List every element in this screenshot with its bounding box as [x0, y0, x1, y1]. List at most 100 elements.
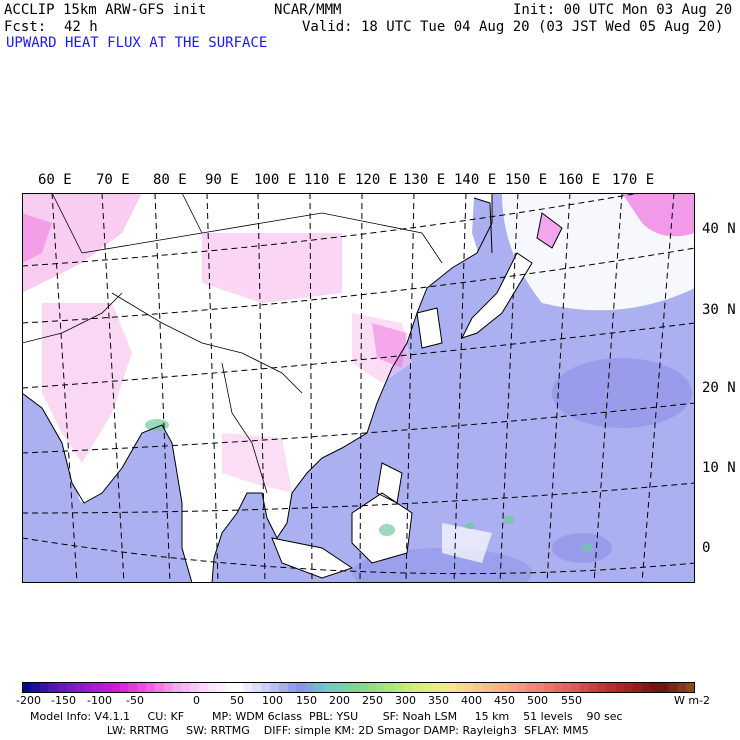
- colorbar-swatch: [535, 682, 545, 693]
- colorbar-swatch: [571, 682, 581, 693]
- colorbar-swatch: [402, 682, 413, 693]
- colorbar-swatch: [92, 682, 103, 693]
- latitude-line: [22, 193, 643, 267]
- land-negative-flux: [22, 193, 142, 293]
- colorbar-swatch: [393, 682, 404, 693]
- colorbar-swatch: [686, 682, 695, 693]
- latitude-line: [22, 247, 695, 324]
- longitude-line: [154, 193, 171, 583]
- colorbar-swatch: [615, 682, 625, 693]
- ocean-high-flux: [352, 548, 532, 583]
- lat-label: 30 N: [702, 302, 736, 318]
- colorbar-tick-label: 450: [494, 694, 515, 707]
- colorbar-swatch: [358, 682, 368, 693]
- colorbar-swatch: [624, 682, 634, 693]
- colorbar-swatch: [137, 682, 147, 693]
- colorbar-swatch: [367, 682, 377, 693]
- init-time: Init: 00 UTC Mon 03 Aug 20: [513, 2, 733, 18]
- lon-label: 60 E: [38, 172, 72, 188]
- positive-flux-spot: [145, 419, 169, 431]
- colorbar-swatch: [66, 682, 76, 693]
- philippines: [377, 463, 402, 503]
- colorbar-tick-label: 50: [230, 694, 244, 707]
- colorbar-swatch: [314, 682, 324, 693]
- longitude-line: [257, 193, 266, 583]
- longitude-line: [206, 193, 219, 583]
- latitude-line: [22, 537, 695, 575]
- colorbar-tick-label: 150: [296, 694, 317, 707]
- lon-label: 160 E: [558, 172, 601, 188]
- lon-label: 170 E: [612, 172, 655, 188]
- forecast-hour: 42 h: [64, 19, 98, 35]
- colorbar-unit: W m-2: [674, 694, 711, 707]
- colorbar-swatch: [588, 682, 599, 693]
- map-frame: [22, 193, 695, 583]
- colorbar-tick-label: 100: [262, 694, 283, 707]
- colorbar-swatch: [278, 682, 289, 693]
- longitude-line: [546, 193, 571, 583]
- hokkaido-flux: [537, 213, 562, 248]
- longitude-line: [51, 193, 78, 583]
- country-border: [51, 193, 83, 254]
- colorbar-swatch: [30, 682, 41, 693]
- colorbar-swatch: [83, 682, 94, 693]
- colorbar-swatch: [376, 682, 386, 693]
- field-title: UPWARD HEAT FLUX AT THE SURFACE: [6, 35, 268, 51]
- colorbar-swatch: [128, 682, 138, 693]
- colorbar-tick-label: 0: [193, 694, 200, 707]
- colorbar-swatch: [145, 682, 156, 693]
- country-border: [81, 212, 443, 264]
- lon-label: 110 E: [304, 172, 347, 188]
- colorbar-tick-label: -50: [126, 694, 144, 707]
- colorbar-swatch: [154, 682, 165, 693]
- colorbar-swatch: [269, 682, 280, 693]
- coastline: [473, 197, 493, 254]
- asia-landmass: [22, 193, 492, 583]
- colorbar-swatch: [491, 682, 501, 693]
- longitude-line: [101, 193, 125, 583]
- colorbar-swatch: [633, 682, 643, 693]
- colorbar-swatch: [323, 682, 333, 693]
- lon-label: 130 E: [403, 172, 446, 188]
- colorbar-swatch: [641, 682, 652, 693]
- colorbar-swatch: [420, 682, 430, 693]
- colorbar-swatch: [331, 682, 342, 693]
- colorbar-swatch: [225, 682, 236, 693]
- longitude-line: [453, 193, 467, 583]
- colorbar-swatch: [48, 682, 58, 693]
- colorbar-swatch: [455, 682, 466, 693]
- lon-label: 80 E: [153, 172, 187, 188]
- colorbar-tick-label: 550: [561, 694, 582, 707]
- colorbar-swatch: [22, 682, 32, 693]
- colorbar-tick-label: 300: [395, 694, 416, 707]
- colorbar-swatch: [296, 682, 306, 693]
- colorbar-swatch: [659, 682, 669, 693]
- colorbar-swatch: [110, 682, 120, 693]
- colorbar-swatch: [349, 682, 359, 693]
- sri-lanka: [78, 483, 90, 503]
- country-border: [22, 292, 123, 344]
- colorbar-tick-label: -100: [87, 694, 112, 707]
- colorbar-frame: [22, 682, 695, 693]
- org-label: NCAR/MMM: [274, 2, 342, 18]
- colorbar-swatch: [261, 682, 271, 693]
- coastline: [271, 537, 354, 579]
- coastline: [416, 307, 443, 349]
- country-border: [221, 362, 268, 494]
- colorbar-swatch: [597, 682, 607, 693]
- colorbar-swatch: [562, 682, 572, 693]
- colorbar-swatch: [243, 682, 253, 693]
- colorbar-swatch: [517, 682, 528, 693]
- colorbar-swatch: [287, 682, 298, 693]
- colorbar-swatch: [119, 682, 129, 693]
- colorbar-swatch: [500, 682, 510, 693]
- colorbar-swatch: [464, 682, 475, 693]
- colorbar-tick-label: -200: [16, 694, 41, 707]
- colorbar-swatch: [411, 682, 421, 693]
- longitude-line: [641, 193, 675, 583]
- colorbar-swatch: [163, 682, 174, 693]
- tibet-flux: [202, 233, 342, 303]
- lon-label: 70 E: [96, 172, 130, 188]
- lat-label: 20 N: [702, 380, 736, 396]
- colorbar-swatch: [677, 682, 687, 693]
